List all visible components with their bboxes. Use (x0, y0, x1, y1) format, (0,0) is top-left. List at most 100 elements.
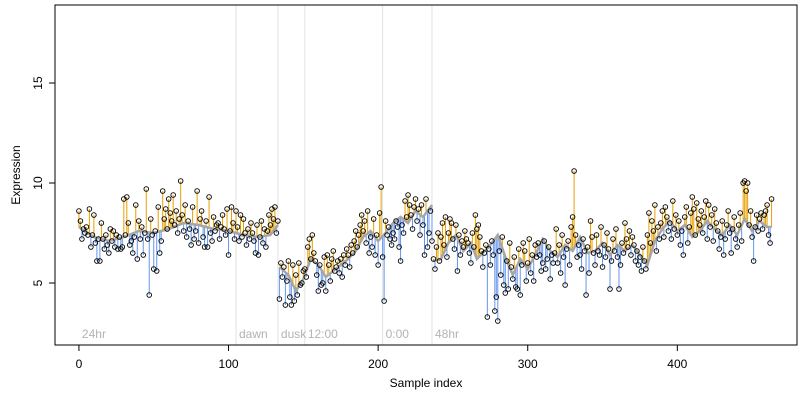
data-point (309, 232, 316, 238)
data-point (705, 202, 712, 208)
data-point (106, 250, 112, 256)
data-point (731, 214, 737, 220)
data-point (258, 218, 265, 224)
data-point (139, 224, 145, 230)
data-point (427, 208, 434, 214)
data-point (219, 212, 226, 218)
data-point (599, 264, 606, 270)
data-point (469, 230, 476, 236)
data-point (173, 208, 179, 214)
data-point (201, 244, 208, 250)
data-point (97, 258, 103, 264)
x-axis: 0 100 200 300 400 (76, 344, 688, 371)
data-point (260, 240, 266, 246)
data-point (489, 238, 495, 244)
data-point (495, 318, 501, 324)
data-point (379, 254, 386, 260)
data-point (164, 226, 170, 232)
data-point (131, 234, 138, 240)
data-point (290, 262, 296, 268)
data-point (647, 240, 654, 246)
data-point (305, 244, 311, 250)
data-point (683, 204, 690, 210)
data-point (231, 236, 238, 242)
data-point (563, 246, 570, 252)
data-point (349, 250, 356, 256)
data-point (716, 246, 722, 252)
x-tick-label: 0 (76, 357, 83, 371)
data-point (133, 202, 139, 208)
data-point (417, 232, 423, 238)
data-point (649, 218, 655, 224)
data-point (541, 238, 547, 244)
data-point (767, 240, 773, 246)
data-point (174, 230, 181, 236)
data-point (569, 214, 576, 220)
data-point (285, 258, 292, 264)
data-point (710, 238, 716, 244)
data-point (451, 246, 458, 252)
data-point (466, 250, 473, 256)
data-point (411, 204, 417, 210)
data-point (426, 230, 432, 236)
data-point (210, 214, 217, 220)
data-point (483, 242, 489, 248)
data-point (719, 218, 725, 224)
data-point (596, 252, 603, 258)
data-point (215, 220, 221, 226)
data-point (197, 216, 203, 222)
data-point (505, 286, 512, 292)
data-point (390, 230, 396, 236)
data-point (278, 260, 284, 266)
data-point (233, 208, 239, 214)
data-point (227, 228, 233, 234)
data-point (708, 212, 715, 218)
data-point (435, 230, 441, 236)
data-point (530, 278, 537, 284)
data-point (144, 236, 151, 242)
data-point (370, 216, 377, 222)
data-point (490, 252, 497, 258)
data-point (717, 234, 724, 240)
data-point (312, 258, 319, 264)
data-point (76, 208, 82, 214)
data-point (631, 242, 637, 248)
x-tick-label: 300 (518, 357, 538, 371)
data-point (198, 208, 205, 214)
data-point (204, 244, 211, 250)
data-point (492, 308, 498, 314)
data-point (306, 236, 313, 242)
data-point (438, 234, 444, 240)
data-point (685, 240, 691, 246)
data-point (179, 212, 185, 218)
y-axis: 5 10 15 (31, 76, 56, 286)
data-point (655, 224, 661, 230)
data-point (191, 236, 197, 242)
data-point (577, 252, 583, 258)
data-point (468, 260, 474, 266)
data-point (637, 254, 643, 260)
data-point (553, 226, 559, 232)
data-point (110, 228, 117, 234)
data-point (267, 222, 274, 228)
data-point (263, 244, 269, 250)
data-point (496, 248, 503, 254)
data-point (578, 266, 585, 272)
data-point (381, 298, 387, 304)
data-point (399, 222, 405, 228)
y-tick-label: 10 (31, 176, 45, 190)
data-point (620, 250, 627, 256)
data-point (308, 256, 314, 262)
data-point (293, 272, 299, 278)
data-point (738, 238, 745, 244)
data-point (457, 252, 464, 258)
x-tick-label: 200 (368, 357, 388, 371)
data-point (94, 258, 100, 264)
data-point (520, 240, 526, 246)
data-point (136, 218, 142, 224)
data-point (734, 244, 740, 250)
data-point (680, 252, 687, 258)
data-point (337, 256, 344, 262)
data-point (584, 244, 591, 250)
